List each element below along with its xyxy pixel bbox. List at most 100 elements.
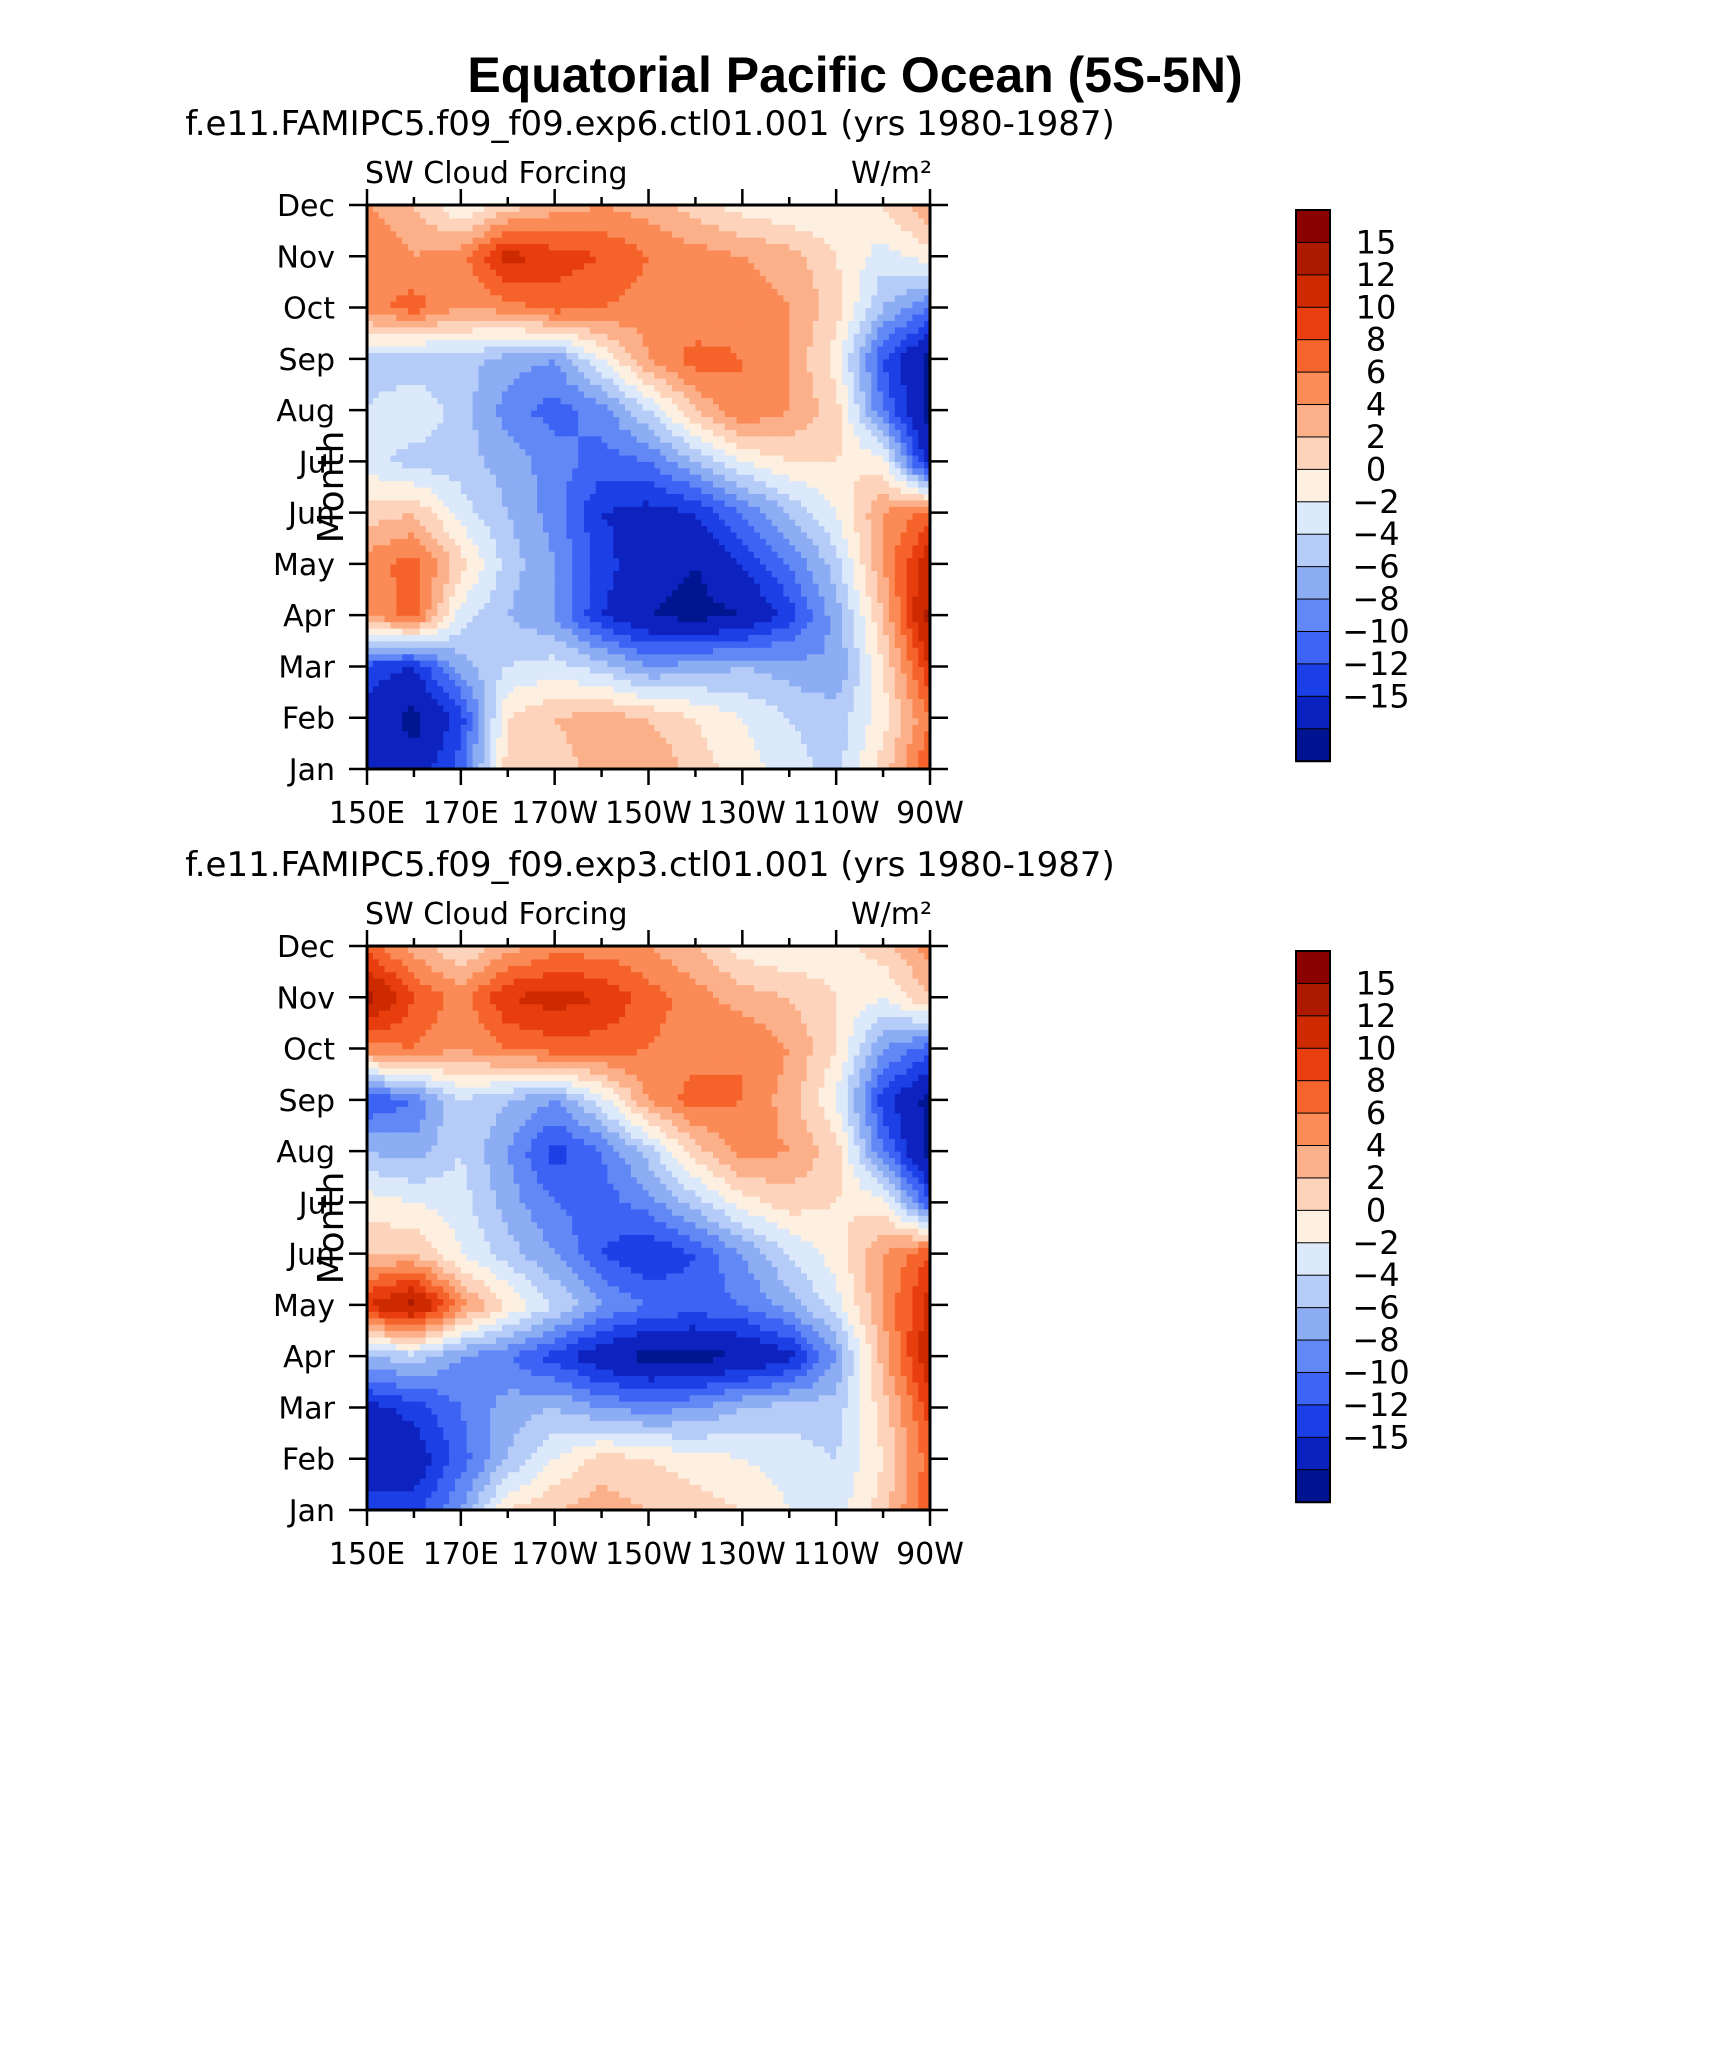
contour-cell [419, 595, 427, 603]
contour-cell [900, 608, 908, 616]
contour-cell [519, 531, 526, 539]
contour-cell [759, 551, 767, 559]
contour-cell [724, 499, 732, 507]
contour-cell [742, 660, 749, 668]
contour-cell [771, 640, 779, 648]
contour-cell [560, 551, 567, 559]
contour-cell [531, 531, 538, 539]
contour-cell [402, 692, 409, 700]
contour-cell [449, 653, 456, 661]
contour-cell [918, 634, 925, 642]
contour-cell [789, 538, 796, 546]
contour-cell [601, 519, 609, 527]
contour-cell [402, 519, 409, 527]
contour-cell [519, 730, 526, 738]
contour-cell [842, 602, 849, 610]
contour-cell [402, 660, 409, 668]
contour-cell [877, 698, 884, 706]
contour-cell [742, 743, 749, 751]
contour-cell [713, 621, 720, 629]
contour-cell [912, 589, 919, 597]
contour-cell [595, 692, 603, 700]
contour-cell [396, 717, 403, 725]
contour-cell [789, 685, 796, 693]
contour-cell [496, 493, 503, 501]
contour-cell [900, 506, 908, 514]
contour-cell [865, 608, 872, 616]
contour-cell [554, 512, 562, 520]
contour-cell [718, 519, 726, 527]
contour-cell [513, 628, 521, 636]
contour-cell [818, 672, 826, 680]
contour-cell [437, 551, 444, 559]
contour-cell [713, 563, 720, 571]
contour-cell [437, 583, 444, 591]
contour-cell [812, 595, 820, 603]
contour-cell [695, 717, 702, 725]
contour-cell [648, 672, 655, 680]
contour-cell [654, 660, 661, 668]
contour-cell [906, 467, 913, 475]
contour-cell [542, 499, 550, 507]
contour-cell [390, 461, 397, 469]
contour-cell [836, 628, 843, 636]
contour-cell [912, 698, 919, 706]
contour-cell [701, 621, 708, 629]
contour-cell [695, 493, 702, 501]
contour-cell [918, 736, 925, 744]
contour-cell [454, 512, 462, 520]
contour-cell [595, 762, 603, 770]
contour-cell [924, 692, 931, 700]
contour-cell [589, 544, 597, 552]
contour-cell [701, 756, 708, 764]
contour-cell [589, 595, 597, 603]
contour-cell [396, 615, 403, 623]
contour-cell [742, 557, 749, 565]
contour-cell [836, 743, 843, 751]
contour-cell [431, 493, 438, 501]
contour-cell [765, 435, 773, 443]
contour-cell [888, 519, 896, 527]
contour-cell [601, 698, 609, 706]
contour-cell [660, 544, 667, 552]
contour-cell [595, 711, 603, 719]
contour-cell [842, 666, 849, 674]
contour-cell [865, 730, 872, 738]
contour-cell [724, 512, 732, 520]
contour-cell [454, 628, 462, 636]
contour-cell [413, 634, 421, 642]
contour-cell [390, 685, 397, 693]
contour-cell [443, 679, 450, 687]
contour-cell [824, 615, 831, 623]
contour-cell [783, 551, 790, 559]
contour-cell [789, 454, 796, 462]
contour-cell [789, 544, 796, 552]
contour-cell [713, 634, 720, 642]
contour-cell [695, 557, 702, 565]
contour-cell [724, 474, 732, 482]
contour-cell [484, 474, 491, 482]
contour-cell [642, 576, 650, 584]
contour-cell [636, 467, 644, 475]
contour-cell [783, 563, 790, 571]
contour-cell [677, 442, 685, 450]
contour-cell [847, 570, 855, 578]
contour-cell [372, 435, 380, 443]
contour-cell [701, 493, 708, 501]
contour-cell [736, 563, 743, 571]
contour-cell [460, 756, 468, 764]
contour-cell [408, 628, 415, 636]
contour-cell [384, 576, 392, 584]
contour-cell [413, 474, 421, 482]
contour-cell [701, 704, 708, 712]
contour-cell [847, 730, 855, 738]
contour-cell [367, 519, 374, 527]
contour-cell [425, 480, 433, 488]
contour-cell [701, 512, 708, 520]
contour-cell [454, 736, 462, 744]
contour-cell [789, 736, 796, 744]
contour-cell [730, 557, 738, 565]
contour-cell [501, 570, 509, 578]
contour-cell [765, 756, 773, 764]
contour-cell [619, 653, 626, 661]
